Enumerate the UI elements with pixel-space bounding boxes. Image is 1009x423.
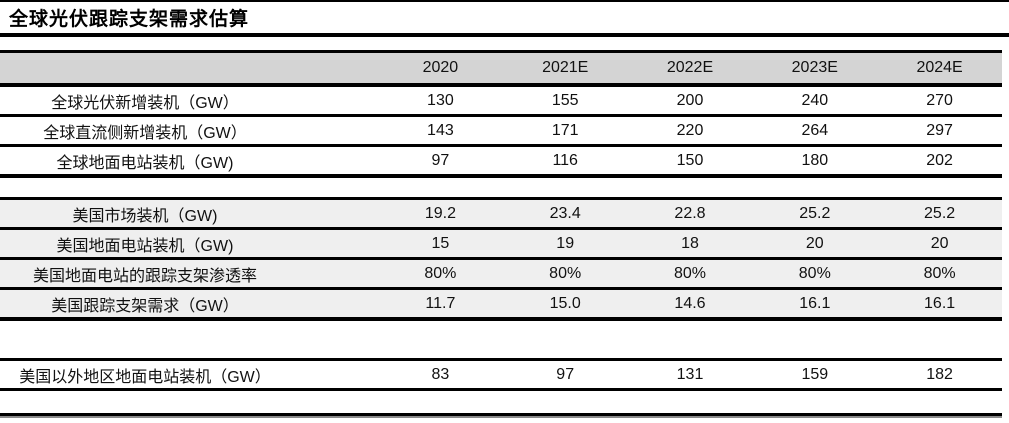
cell-value: 200 <box>676 91 704 109</box>
cell-value: 23.4 <box>549 204 581 222</box>
title-bar: 全球光伏跟踪支架需求估算 <box>0 2 1009 33</box>
cell-value: 19 <box>556 234 575 252</box>
cell-value: 270 <box>926 91 953 109</box>
cell-value: 171 <box>551 121 579 139</box>
cell-value: 155 <box>551 91 579 109</box>
section-gap <box>0 321 1002 358</box>
spacer <box>0 37 1009 50</box>
cell-value: 130 <box>427 91 454 109</box>
row-label: 全球地面电站装机（GW) <box>56 154 234 172</box>
cell-value: 150 <box>676 151 704 169</box>
table-row: 全球直流侧新增装机（GW） 143 171 220 264 297 <box>0 117 1002 147</box>
cell-value: 116 <box>552 151 578 169</box>
row-label: 美国跟踪支架需求（GW） <box>51 297 239 315</box>
section-gap <box>0 391 1002 413</box>
table-row: 美国以外地区地面电站装机（GW） 83 97 131 159 182 <box>0 358 1002 391</box>
cell-value: 25.2 <box>924 204 956 222</box>
column-header-2022e: 2022E <box>666 59 714 76</box>
row-label: 美国市场装机（GW) <box>72 207 218 225</box>
cell-value: 80% <box>549 264 582 282</box>
cell-value: 80% <box>798 264 831 282</box>
table-row: 全球地面电站装机（GW) 97 116 150 180 202 <box>0 147 1002 178</box>
cell-value: 159 <box>801 365 829 383</box>
cell-value: 25.2 <box>799 204 831 222</box>
cell-value: 97 <box>556 365 575 383</box>
column-header-2023e: 2023E <box>791 59 838 76</box>
cell-value: 14.6 <box>674 294 706 312</box>
table-row: 美国地面电站的跟踪支架渗透率 80% 80% 80% 80% 80% <box>0 260 1002 290</box>
cell-value: 182 <box>926 365 953 383</box>
column-header-2021e: 2021E <box>542 59 589 76</box>
table-row: 美国地面电站装机（GW) 15 19 18 20 20 <box>0 230 1002 260</box>
cell-value: 180 <box>801 151 829 169</box>
cell-value: 240 <box>801 91 829 109</box>
column-header-2024e: 2024E <box>916 59 963 76</box>
table-header-row: 2020 2021E 2022E 2023E 2024E <box>0 50 1002 87</box>
cell-value: 15 <box>431 234 450 252</box>
table-row: 美国跟踪支架需求（GW） 11.7 15.0 14.6 16.1 16.1 <box>0 290 1002 321</box>
cell-value: 15.0 <box>549 294 581 312</box>
top-rule <box>0 0 1009 2</box>
row-label: 全球直流侧新增装机（GW） <box>43 124 247 142</box>
demand-estimate-table: 2020 2021E 2022E 2023E 2024E 全球光伏新增装机（GW… <box>0 50 1002 418</box>
cell-value: 20 <box>805 234 824 252</box>
cell-value: 80% <box>424 264 457 282</box>
title-underline-rule <box>0 33 1009 37</box>
cell-value: 11.7 <box>425 294 456 312</box>
cell-value: 16.1 <box>799 294 831 312</box>
row-label: 美国地面电站装机（GW) <box>56 237 234 255</box>
table-row: 美国市场装机（GW) 19.2 23.4 22.8 25.2 25.2 <box>0 197 1002 230</box>
cell-value: 202 <box>926 151 953 169</box>
cell-value: 97 <box>431 151 450 169</box>
cell-value: 20 <box>930 234 949 252</box>
column-header-2020: 2020 <box>422 59 459 76</box>
page-title: 全球光伏跟踪支架需求估算 <box>9 9 250 30</box>
section-gap <box>0 178 1002 197</box>
table-row: 全球光伏新增装机（GW） 130 155 200 240 270 <box>0 87 1002 117</box>
cell-value: 264 <box>801 121 829 139</box>
cell-value: 19.2 <box>424 204 456 222</box>
row-label: 全球光伏新增装机（GW） <box>51 94 239 112</box>
cell-value: 16.1 <box>924 294 956 312</box>
cell-value: 131 <box>676 365 704 383</box>
cell-value: 297 <box>926 121 953 139</box>
row-label: 美国以外地区地面电站装机（GW） <box>19 368 271 386</box>
cell-value: 80% <box>673 264 706 282</box>
cell-value: 80% <box>923 264 956 282</box>
cell-value: 18 <box>681 234 699 252</box>
cell-value: 22.8 <box>674 204 706 222</box>
cell-value: 220 <box>676 121 704 139</box>
row-label: 美国地面电站的跟踪支架渗透率 <box>32 267 257 285</box>
bottom-rule <box>0 413 1002 418</box>
cell-value: 143 <box>427 121 454 139</box>
cell-value: 83 <box>431 365 450 383</box>
